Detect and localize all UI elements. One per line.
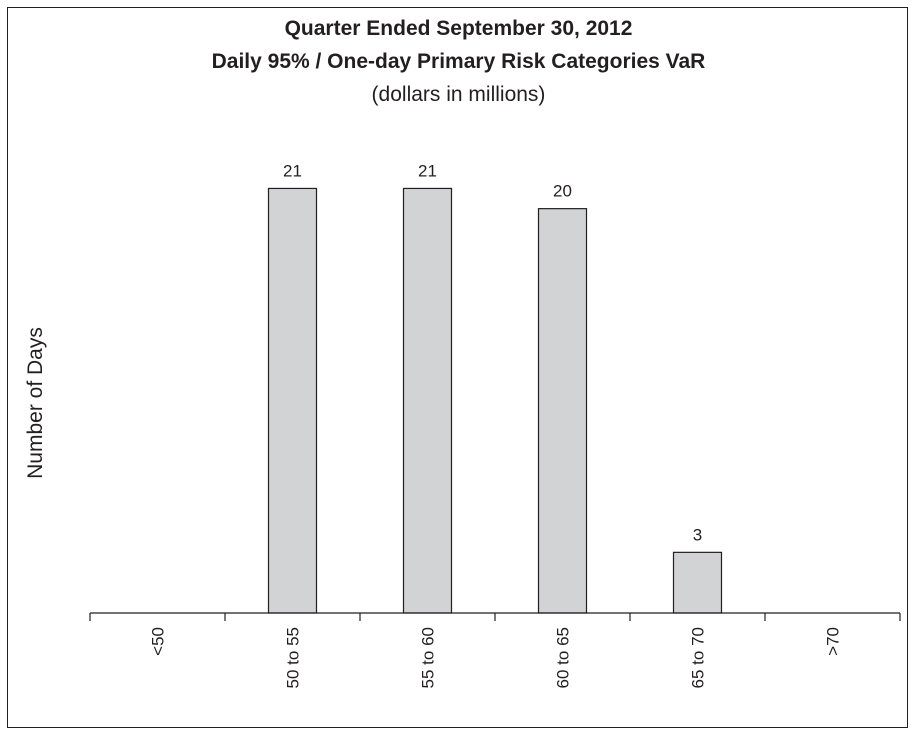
bar-2: [402, 187, 453, 614]
y-axis-label: Number of Days: [24, 327, 47, 479]
bar-4: [672, 551, 723, 614]
data-label-2: 21: [418, 161, 437, 180]
x-tick-label-3: 60 to 65: [554, 627, 573, 688]
x-tick-label-0: <50: [149, 627, 168, 656]
data-label-3: 20: [553, 182, 572, 201]
chart-frame: [7, 7, 908, 728]
x-tick-label-5: >70: [824, 627, 843, 656]
x-axis: <50 50 to 55 55 to 60 60 to 65 65 to 70 >70: [89, 612, 901, 688]
bar-3: [537, 208, 588, 614]
bar-1: [267, 187, 318, 614]
chart-subtitle: Daily 95% / One-day Primary Risk Categor…: [211, 50, 706, 73]
x-tick-label-2: 55 to 60: [419, 627, 438, 688]
chart-units-note: (dollars in millions): [371, 83, 546, 106]
x-tick-label-4: 65 to 70: [689, 627, 708, 688]
chart-title: Quarter Ended September 30, 2012: [284, 17, 633, 40]
bars-group: [267, 187, 723, 614]
data-label-1: 21: [283, 161, 302, 180]
x-tick-label-1: 50 to 55: [284, 627, 303, 688]
data-label-4: 3: [693, 525, 702, 544]
data-labels-group: 21 21 20 3: [283, 161, 702, 544]
